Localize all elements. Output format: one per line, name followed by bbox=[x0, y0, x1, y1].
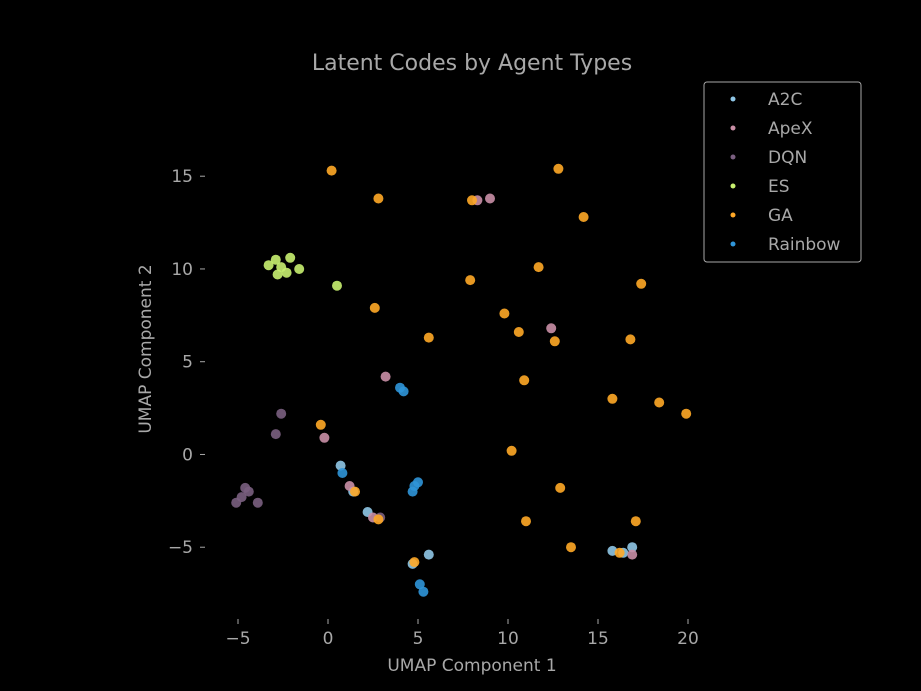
legend-label: Rainbow bbox=[768, 235, 841, 255]
y-tick-label: −5 bbox=[168, 538, 193, 558]
plot-area bbox=[231, 163, 692, 597]
data-point bbox=[614, 547, 625, 558]
series-es bbox=[263, 252, 342, 291]
legend-marker bbox=[730, 96, 736, 102]
y-axis-label: UMAP Component 2 bbox=[136, 264, 156, 433]
data-point bbox=[513, 327, 524, 337]
y-tick-label: 10 bbox=[171, 260, 193, 280]
data-point bbox=[485, 193, 495, 204]
data-point bbox=[270, 254, 281, 265]
data-point bbox=[681, 408, 692, 419]
legend-label: ApeX bbox=[768, 119, 813, 139]
x-tick-label: 5 bbox=[413, 629, 424, 649]
data-point bbox=[380, 371, 391, 382]
data-point bbox=[272, 269, 283, 280]
data-point bbox=[555, 482, 566, 493]
data-point bbox=[413, 477, 423, 488]
x-tick-label: 10 bbox=[497, 629, 519, 649]
series-rainbow bbox=[337, 382, 429, 597]
data-point bbox=[506, 445, 517, 456]
legend-marker bbox=[730, 183, 736, 189]
x-tick-label: 15 bbox=[587, 629, 609, 649]
data-point bbox=[281, 267, 292, 278]
data-point bbox=[423, 332, 434, 343]
data-point bbox=[252, 497, 263, 508]
data-point bbox=[263, 260, 274, 271]
data-point bbox=[553, 163, 564, 174]
data-point bbox=[499, 308, 510, 319]
data-point bbox=[418, 586, 429, 597]
legend-label: DQN bbox=[768, 148, 807, 168]
data-point bbox=[465, 275, 476, 286]
data-point bbox=[337, 468, 348, 478]
data-point bbox=[294, 264, 305, 274]
data-point bbox=[319, 432, 330, 443]
data-point bbox=[407, 486, 418, 497]
legend-marker bbox=[730, 212, 736, 218]
legend-label: ES bbox=[768, 177, 790, 197]
data-point bbox=[521, 516, 531, 527]
data-point bbox=[533, 262, 544, 273]
data-point bbox=[549, 336, 560, 347]
series-ga bbox=[315, 163, 692, 568]
data-point bbox=[373, 514, 384, 525]
legend-label: A2C bbox=[768, 90, 802, 110]
y-axis: −5 0 5 10 15 bbox=[168, 167, 205, 558]
data-point bbox=[414, 579, 425, 590]
x-tick-label: −5 bbox=[225, 629, 250, 649]
series-dqn bbox=[231, 408, 386, 523]
data-point bbox=[566, 542, 576, 553]
x-tick-label: 20 bbox=[677, 629, 699, 649]
data-point bbox=[627, 542, 638, 553]
data-point bbox=[636, 278, 647, 289]
data-point bbox=[332, 280, 342, 291]
data-point bbox=[423, 549, 434, 560]
data-point bbox=[369, 302, 380, 313]
data-point bbox=[231, 497, 242, 508]
legend-marker bbox=[730, 125, 736, 131]
data-point bbox=[240, 482, 251, 493]
y-tick-label: 5 bbox=[182, 353, 193, 373]
legend-box bbox=[703, 81, 862, 263]
chart-title: Latent Codes by Agent Types bbox=[312, 51, 632, 76]
data-point bbox=[625, 334, 636, 345]
data-point bbox=[276, 408, 287, 419]
data-point bbox=[409, 557, 420, 568]
x-axis: −5 0 5 10 15 20 bbox=[225, 619, 699, 649]
data-point bbox=[326, 165, 337, 176]
x-axis-label: UMAP Component 1 bbox=[387, 656, 556, 676]
data-point bbox=[350, 486, 360, 497]
data-point bbox=[519, 375, 530, 386]
legend: A2C ApeX DQN ES GA Rainbow bbox=[703, 81, 862, 263]
data-point bbox=[654, 397, 665, 408]
legend-marker bbox=[730, 241, 736, 247]
data-point bbox=[285, 252, 296, 263]
y-tick-label: 15 bbox=[171, 167, 193, 187]
data-point bbox=[270, 429, 281, 440]
legend-marker bbox=[730, 154, 736, 160]
y-tick-label: 0 bbox=[182, 445, 193, 465]
data-point bbox=[315, 419, 326, 430]
data-point bbox=[546, 323, 557, 334]
x-tick-label: 0 bbox=[323, 629, 334, 649]
data-point bbox=[627, 549, 638, 560]
data-point bbox=[578, 212, 589, 222]
data-point bbox=[398, 386, 409, 397]
legend-label: GA bbox=[768, 206, 793, 226]
data-point bbox=[630, 516, 641, 527]
data-point bbox=[373, 193, 384, 204]
data-point bbox=[607, 393, 618, 404]
data-point bbox=[467, 195, 477, 206]
